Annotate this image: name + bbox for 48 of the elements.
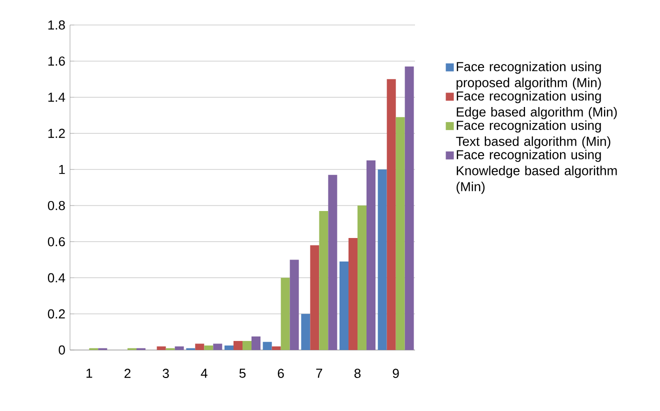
x-tick-label: 3 xyxy=(162,368,169,378)
y-tick-label: 1.4 xyxy=(48,92,66,102)
legend-label: Face recognization using Edge based algorithm (Min) xyxy=(456,91,617,120)
bar xyxy=(290,260,299,350)
bar xyxy=(156,346,166,350)
y-tick-label: 1.2 xyxy=(48,128,65,138)
bar xyxy=(358,206,366,350)
bar xyxy=(242,340,252,350)
x-tick-label: 1 xyxy=(86,368,92,378)
y-tick-label: 0.8 xyxy=(48,200,65,210)
legend-label: Face recognization using Text based algorithm (Min) xyxy=(456,120,610,149)
bar xyxy=(213,344,222,350)
y-tick-label: 1 xyxy=(59,164,65,174)
bar xyxy=(404,66,414,350)
y-tick-label: 0.6 xyxy=(48,237,65,246)
bar xyxy=(386,79,396,350)
bar xyxy=(195,344,204,350)
bar xyxy=(319,210,328,350)
bar xyxy=(252,336,260,350)
bar xyxy=(280,278,290,350)
x-tick-label: 4 xyxy=(200,368,208,378)
bar xyxy=(174,346,184,350)
x-tick-label: 2 xyxy=(124,368,130,378)
bar xyxy=(262,342,272,350)
bar xyxy=(348,238,358,350)
y-tick-label: 0.4 xyxy=(48,273,66,282)
bar xyxy=(378,169,387,350)
x-tick-label: 5 xyxy=(239,368,246,378)
y-tick-label: 0 xyxy=(58,345,65,355)
bar xyxy=(301,314,310,350)
bar xyxy=(310,245,320,350)
bar xyxy=(234,340,242,350)
bar xyxy=(272,346,281,350)
y-tick-label: 1.8 xyxy=(48,20,65,30)
bar xyxy=(328,174,338,350)
bar xyxy=(396,117,405,350)
bar xyxy=(204,345,214,350)
y-tick-label: 1.6 xyxy=(48,56,65,66)
legend-label: Face recognization using proposed algorithm (Min) xyxy=(456,62,601,90)
bar xyxy=(366,160,376,350)
x-tick-label: 8 xyxy=(354,368,361,378)
x-tick-label: 7 xyxy=(316,368,322,378)
x-tick-label: 6 xyxy=(278,368,284,378)
legend-label: Face recognization using Knowledge based algorithm (Min) xyxy=(456,150,617,194)
bar xyxy=(224,345,234,350)
x-tick-label: 9 xyxy=(392,368,399,378)
bar xyxy=(340,262,348,350)
y-tick-label: 0.2 xyxy=(48,309,65,318)
